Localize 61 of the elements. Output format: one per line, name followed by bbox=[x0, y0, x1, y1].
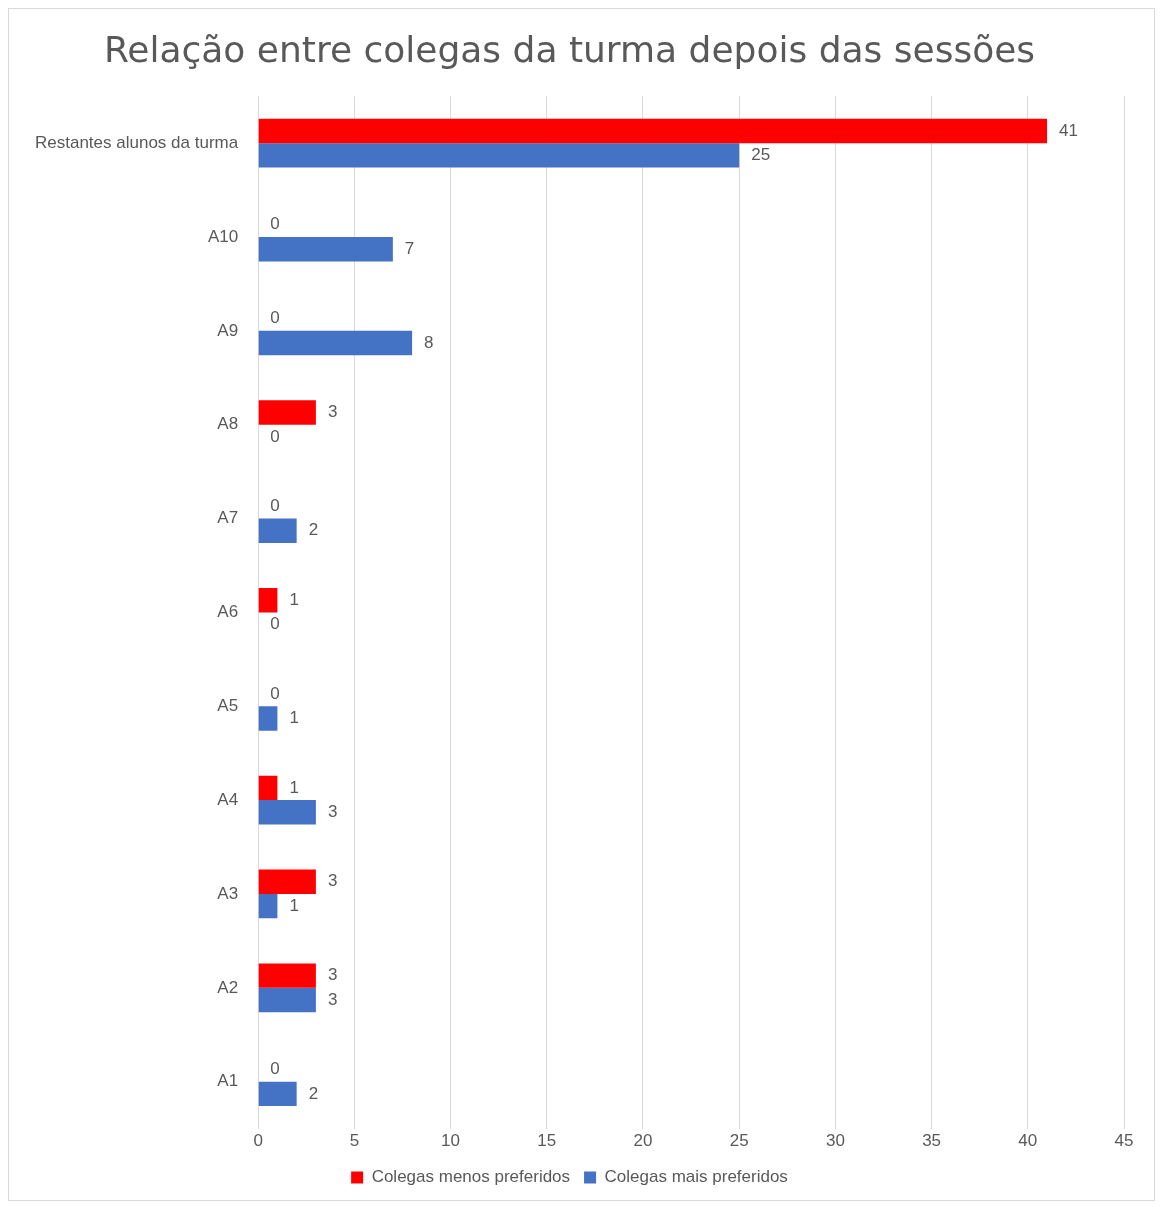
x-tick-label: 30 bbox=[825, 1131, 845, 1151]
y-tick-label: A8 bbox=[217, 414, 239, 434]
data-label: 8 bbox=[424, 332, 434, 352]
data-label: 0 bbox=[270, 308, 280, 328]
bar bbox=[258, 143, 740, 168]
bar bbox=[258, 1081, 297, 1107]
data-label: 0 bbox=[270, 214, 280, 234]
data-label: 2 bbox=[308, 1083, 319, 1103]
data-label: 1 bbox=[289, 708, 299, 728]
x-tick-label: 10 bbox=[441, 1131, 461, 1151]
bar bbox=[258, 706, 278, 731]
data-label: 3 bbox=[327, 989, 338, 1009]
bar bbox=[258, 893, 278, 919]
bar bbox=[258, 518, 297, 543]
data-label: 1 bbox=[289, 589, 299, 609]
bar bbox=[258, 588, 278, 613]
data-label: 1 bbox=[289, 895, 299, 915]
bar bbox=[258, 963, 316, 988]
y-tick-label: A10 bbox=[207, 226, 239, 246]
data-label: 3 bbox=[327, 871, 338, 891]
y-tick-label: Restantes alunos da turma bbox=[35, 132, 239, 152]
x-tick-label: 15 bbox=[537, 1131, 557, 1151]
data-label: 1 bbox=[289, 777, 299, 797]
x-tick-label: 45 bbox=[1114, 1131, 1134, 1151]
bar bbox=[258, 400, 316, 425]
data-label: 2 bbox=[308, 520, 319, 540]
x-tick-label: 5 bbox=[349, 1131, 360, 1151]
x-tick-label: 20 bbox=[633, 1131, 653, 1151]
y-tick-label: A4 bbox=[217, 789, 239, 809]
chart-title: Relação entre colegas da turma depois das sessões bbox=[103, 28, 1036, 70]
x-tick-label: 0 bbox=[253, 1131, 263, 1151]
data-label: 0 bbox=[270, 1059, 280, 1079]
data-label: 0 bbox=[270, 496, 280, 516]
data-label: 0 bbox=[270, 683, 280, 703]
bar bbox=[258, 118, 1048, 144]
data-label: 3 bbox=[327, 802, 338, 821]
data-label: 7 bbox=[404, 238, 415, 258]
bar bbox=[258, 330, 413, 356]
y-tick-label: A3 bbox=[217, 883, 239, 903]
x-tick-label: 25 bbox=[729, 1131, 749, 1151]
data-label: 25 bbox=[751, 145, 771, 165]
y-tick-label: A5 bbox=[217, 695, 239, 715]
y-tick-label: A2 bbox=[217, 977, 239, 997]
legend-label: Colegas mais preferidos bbox=[604, 1167, 788, 1187]
y-tick-label: A7 bbox=[217, 508, 239, 528]
bar bbox=[258, 869, 316, 894]
data-label: 41 bbox=[1059, 120, 1078, 140]
bar bbox=[258, 236, 393, 262]
bar bbox=[258, 800, 316, 825]
x-tick-label: 35 bbox=[922, 1131, 942, 1151]
legend-label: Colegas menos preferidos bbox=[371, 1167, 571, 1187]
y-tick-label: A6 bbox=[217, 602, 239, 622]
data-label: 0 bbox=[270, 614, 280, 634]
y-tick-label: A9 bbox=[217, 320, 239, 340]
x-tick-label: 40 bbox=[1018, 1131, 1038, 1151]
bar bbox=[258, 987, 316, 1013]
bar bbox=[258, 775, 278, 801]
data-label: 3 bbox=[327, 402, 338, 422]
data-label: 0 bbox=[270, 426, 280, 446]
data-label: 3 bbox=[327, 965, 338, 985]
y-tick-label: A1 bbox=[217, 1071, 239, 1091]
